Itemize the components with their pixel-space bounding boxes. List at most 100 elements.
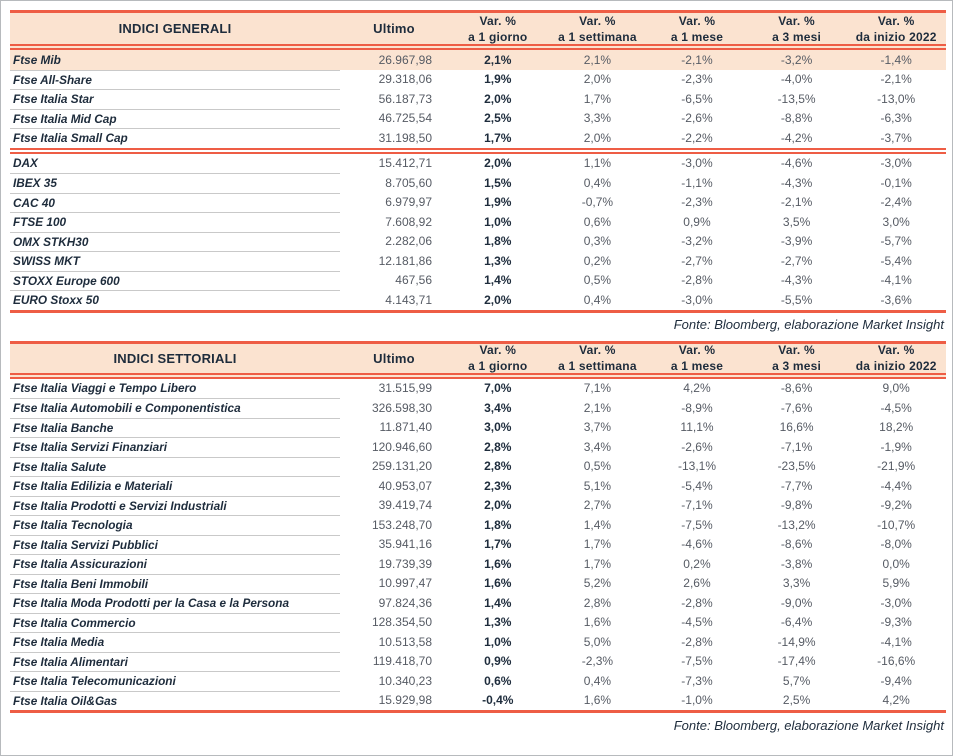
- var-value: 2,0%: [484, 498, 512, 513]
- var-value: -0,7%: [581, 195, 614, 210]
- var-value: 2,8%: [484, 459, 512, 474]
- var-value: 3,4%: [583, 439, 612, 454]
- ultimo-value: 15.929,98: [378, 693, 432, 708]
- var-value: -3,0%: [880, 156, 912, 171]
- var-value: 2,0%: [484, 91, 512, 106]
- var-value: -5,4%: [880, 253, 912, 268]
- var-value: 1,8%: [484, 517, 512, 532]
- var-value: -16,6%: [877, 654, 916, 669]
- var-value: 2,0%: [583, 130, 612, 145]
- var-value: 1,6%: [484, 556, 512, 571]
- index-name: Ftse Italia Automobili e Componentistica: [10, 398, 340, 418]
- table-row: Ftse Italia Media 10.513,58 1,0% 5,0% -2,8% -…: [10, 632, 946, 652]
- var-value: 0,0%: [882, 556, 910, 571]
- var-value: 11,1%: [680, 420, 714, 435]
- index-name: Ftse Italia Alimentari: [10, 651, 340, 672]
- var-value: -7,6%: [780, 400, 813, 415]
- var-value: -1,1%: [681, 175, 713, 190]
- table-row: FTSE 100 7.608,92 1,0% 0,6% 0,9% 3,5% 3,0%: [10, 212, 946, 232]
- table-row: Ftse Italia Assicurazioni 19.739,39 1,6% 1,…: [10, 554, 946, 574]
- var-value: -7,1%: [681, 498, 713, 513]
- table-row: IBEX 35 8.705,60 1,5% 0,4% -1,1% -4,3% -0,1%: [10, 173, 946, 193]
- index-name: Ftse Italia Moda Prodotti per la Casa e …: [10, 593, 340, 613]
- var-value: 3,3%: [583, 111, 612, 126]
- index-name: Ftse Italia Media: [10, 632, 340, 652]
- var-value: 2,6%: [683, 576, 711, 591]
- index-name: Ftse Mib: [13, 52, 61, 67]
- var-value: -7,5%: [681, 517, 713, 532]
- col-header-var-1-settimana: Var. % a 1 settimana: [558, 343, 637, 373]
- var-value: -23,5%: [777, 459, 816, 474]
- var-value: -5,5%: [780, 292, 813, 307]
- var-value: 3,7%: [583, 420, 612, 435]
- index-name: SWISS MKT: [10, 251, 340, 271]
- table-body: Ftse Italia Viaggi e Tempo Libero 31.515,…: [10, 379, 946, 713]
- var-value: 1,9%: [484, 72, 512, 87]
- ultimo-value: 19.739,39: [378, 556, 432, 571]
- var-value: -8,6%: [780, 537, 813, 552]
- var-value: -2,2%: [681, 130, 713, 145]
- var-value: -2,1%: [880, 72, 912, 87]
- index-name: Ftse Italia Edilizia e Materiali: [10, 476, 340, 496]
- var-value: 2,0%: [583, 72, 612, 87]
- ultimo-value: 153.248,70: [371, 517, 432, 532]
- ultimo-value: 8.705,60: [385, 175, 432, 190]
- table-title: INDICI GENERALI: [118, 21, 232, 36]
- var-value: 4,2%: [683, 381, 711, 396]
- index-name: DAX: [13, 156, 38, 171]
- var-value: -2,4%: [880, 195, 912, 210]
- var-value: 7,0%: [484, 381, 512, 396]
- var-value: -13,1%: [677, 459, 716, 474]
- index-name: Ftse Italia Oil&Gas: [10, 690, 340, 711]
- index-name: Ftse Italia Mid Cap: [10, 108, 340, 129]
- index-name: Ftse Italia Viaggi e Tempo Libero: [13, 381, 197, 396]
- var-value: -9,2%: [880, 498, 912, 513]
- indici-generali-table: INDICI GENERALI Ultimo Var. % a 1 giorno…: [10, 10, 946, 313]
- table-row: Ftse Italia Moda Prodotti per la Casa e …: [10, 593, 946, 613]
- var-value: -8,8%: [780, 111, 813, 126]
- col-header-var-1-mese: Var. % a 1 mese: [670, 13, 724, 44]
- ultimo-value: 10.513,58: [378, 634, 432, 649]
- var-value: -3,2%: [780, 52, 813, 67]
- var-value: -10,7%: [877, 517, 916, 532]
- var-value: -14,9%: [777, 634, 816, 649]
- var-value: 3,3%: [782, 576, 811, 591]
- var-value: 16,6%: [779, 420, 814, 435]
- var-value: 0,2%: [583, 253, 612, 268]
- var-value: 2,5%: [782, 693, 811, 708]
- var-value: 0,5%: [583, 273, 612, 288]
- table-row: CAC 40 6.979,97 1,9% -0,7% -2,3% -2,1% -2,4%: [10, 192, 946, 213]
- table-row: Ftse Italia Servizi Pubblici 35.941,16 1,7…: [10, 534, 946, 555]
- ultimo-value: 26.967,98: [378, 52, 432, 67]
- var-value: -1,9%: [880, 439, 912, 454]
- var-value: 0,6%: [484, 673, 512, 688]
- var-value: -2,1%: [780, 195, 813, 210]
- index-name: Ftse Italia Telecomunicazioni: [10, 671, 340, 691]
- var-value: 1,4%: [484, 595, 512, 610]
- var-value: 3,4%: [484, 400, 512, 415]
- var-value: -8,0%: [880, 537, 912, 552]
- var-value: -2,1%: [681, 52, 713, 67]
- var-value: 2,5%: [484, 111, 512, 126]
- var-value: 18,2%: [879, 420, 914, 435]
- index-name: CAC 40: [10, 192, 340, 213]
- var-value: 0,9%: [484, 654, 512, 669]
- var-value: -3,0%: [681, 292, 713, 307]
- ultimo-value: 29.318,06: [378, 72, 432, 87]
- ultimo-value: 6.979,97: [385, 195, 432, 210]
- var-value: -2,7%: [780, 253, 813, 268]
- table-row: OMX STKH30 2.282,06 1,8% 0,3% -3,2% -3,9% -5,7…: [10, 231, 946, 252]
- var-value: 2,8%: [583, 595, 612, 610]
- index-name: Ftse Italia Small Cap: [10, 128, 340, 148]
- index-name: IBEX 35: [10, 173, 340, 193]
- var-value: 0,9%: [683, 214, 711, 229]
- table-row: Ftse Italia Servizi Finanziari 120.946,60…: [10, 437, 946, 457]
- ultimo-value: 128.354,50: [371, 615, 432, 630]
- var-value: 0,5%: [583, 459, 612, 474]
- table-row: Ftse Italia Mid Cap 46.725,54 2,5% 3,3% -2,6…: [10, 108, 946, 129]
- ultimo-value: 15.412,71: [378, 156, 432, 171]
- var-value: -4,6%: [681, 537, 713, 552]
- var-value: -4,3%: [780, 273, 813, 288]
- var-value: 5,1%: [583, 478, 612, 493]
- var-value: -7,3%: [681, 673, 713, 688]
